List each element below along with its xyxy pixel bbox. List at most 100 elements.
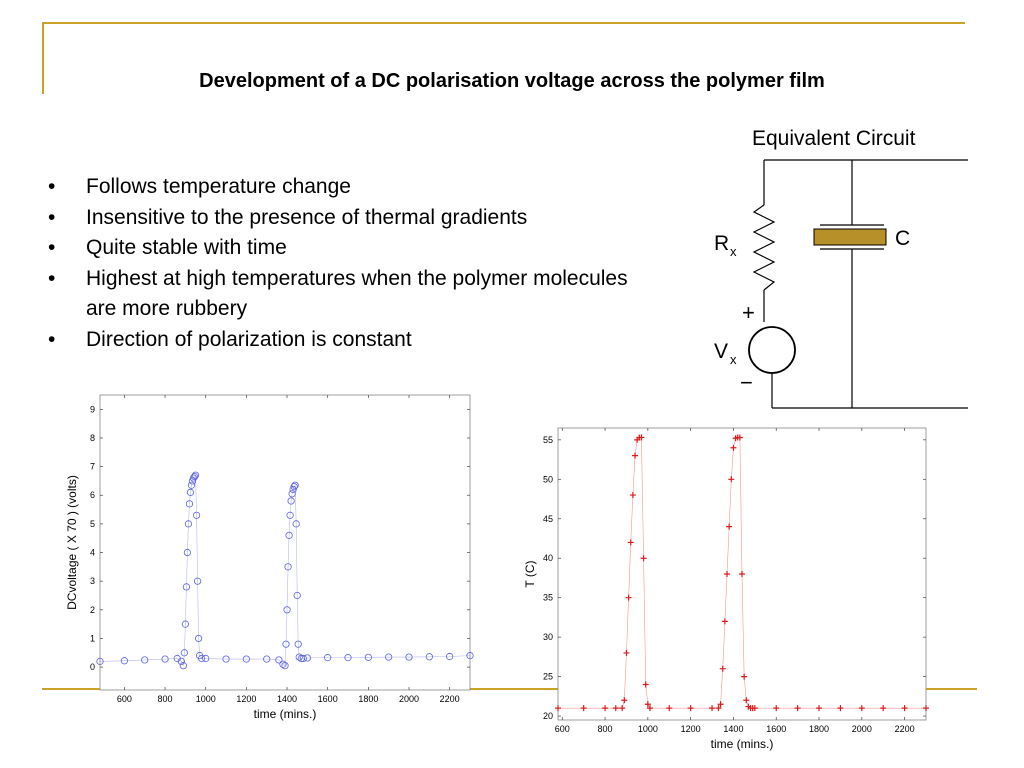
data-point (275, 656, 283, 664)
data-point (141, 656, 149, 664)
bullet-icon: • (48, 175, 56, 198)
bullet-text: Insensitive to the presence of thermal g… (86, 205, 528, 229)
bullet-item: • Insensitive to the presence of thermal … (48, 203, 648, 234)
x-tick-label: 2000 (399, 694, 419, 704)
x-tick-label: 1000 (638, 724, 658, 734)
data-point (837, 705, 844, 712)
data-point (555, 705, 561, 712)
x-tick-label: 600 (117, 694, 132, 704)
x-tick-label: 2000 (852, 724, 872, 734)
data-point (284, 563, 292, 571)
data-point (364, 653, 372, 661)
voltage-source-icon (748, 326, 796, 374)
data-point (751, 705, 758, 712)
data-point (242, 655, 250, 663)
data-point (294, 640, 302, 648)
data-point (580, 705, 587, 712)
data-point (816, 705, 823, 712)
data-point (385, 653, 393, 661)
data-point (858, 705, 865, 712)
data-point (640, 555, 647, 562)
data-point (182, 583, 191, 591)
bullet-text: Highest at high temperatures when the po… (86, 266, 628, 321)
data-point (625, 594, 632, 601)
circuit-title: Equivalent Circuit (752, 127, 916, 150)
data-point (287, 497, 295, 505)
data-point (281, 662, 289, 670)
data-point (177, 657, 185, 665)
x-tick-label: 800 (158, 694, 173, 704)
data-point (324, 654, 332, 662)
y-tick-label: 6 (90, 490, 95, 500)
bullet-text: Direction of polarization is constant (86, 327, 412, 351)
data-point (741, 673, 748, 680)
bullet-item: • Highest at high temperatures when the p… (48, 264, 646, 325)
bullet-icon: • (48, 205, 56, 229)
data-point (923, 705, 929, 712)
data-point (185, 500, 194, 508)
source-label: V (714, 340, 728, 363)
data-point (161, 655, 169, 663)
data-point (263, 655, 271, 663)
x-tick-label: 1600 (766, 724, 786, 734)
data-point (188, 477, 197, 485)
data-point (282, 640, 290, 648)
x-axis-label: time (mins.) (254, 707, 317, 721)
x-tick-label: 1800 (358, 694, 378, 704)
data-point (183, 548, 192, 557)
data-point (283, 606, 291, 614)
resistor-subscript: x (730, 244, 737, 259)
y-tick-label: 9 (90, 404, 95, 414)
series-line (99, 474, 471, 667)
data-point (736, 434, 743, 441)
data-point (743, 697, 750, 704)
plot-area (99, 394, 471, 691)
data-point (184, 520, 193, 528)
x-tick-label: 1400 (277, 694, 297, 704)
y-tick-label: 5 (90, 519, 95, 529)
data-point (299, 654, 307, 663)
bullet-item: • Follows temperature change (48, 172, 648, 203)
y-tick-label: 25 (543, 672, 553, 682)
data-point (621, 697, 628, 704)
data-point (405, 653, 413, 661)
data-point (295, 653, 303, 661)
data-point (344, 654, 352, 662)
data-point (179, 662, 187, 670)
y-tick-label: 8 (90, 433, 95, 443)
data-point (303, 654, 311, 662)
data-point (642, 681, 649, 688)
y-tick-label: 35 (543, 593, 553, 603)
bullet-list: • Follows temperature change • Insensitive… (48, 172, 648, 355)
data-point (292, 520, 300, 528)
data-point (202, 654, 210, 663)
x-tick-label: 1000 (196, 694, 216, 704)
data-point (193, 577, 202, 585)
capacitor-icon (813, 228, 887, 246)
data-point (666, 705, 673, 712)
x-tick-label: 1800 (809, 724, 829, 734)
frame-top-rule (42, 22, 965, 24)
data-point (647, 705, 653, 712)
data-point (289, 485, 297, 494)
frame-bottom-rule (42, 688, 977, 690)
x-tick-label: 1200 (236, 694, 256, 704)
y-tick-label: 55 (543, 435, 553, 445)
data-point (180, 649, 188, 657)
data-point (709, 705, 716, 712)
data-point (198, 654, 206, 663)
bullet-icon: • (48, 236, 56, 259)
y-tick-label: 4 (90, 548, 95, 558)
voltage-chart: 600 800 1000 1200 1400 1600 1800 2000 2200 0 1 2 3 4 5… (65, 394, 474, 721)
data-point (291, 481, 299, 489)
temperature-chart: 600 800 1000 1200 1400 1600 1800 2000 2200 20 25 30… (523, 427, 929, 751)
data-point (629, 492, 636, 499)
data-point (290, 483, 298, 491)
bullet-item: • Quite stable with time (48, 233, 648, 264)
slide-title: Development of a DC polarisation voltage… (199, 70, 825, 92)
data-point (286, 511, 294, 519)
data-point (632, 452, 639, 459)
data-point (880, 705, 887, 712)
x-tick-label: 800 (598, 724, 613, 734)
y-tick-label: 3 (90, 576, 95, 586)
